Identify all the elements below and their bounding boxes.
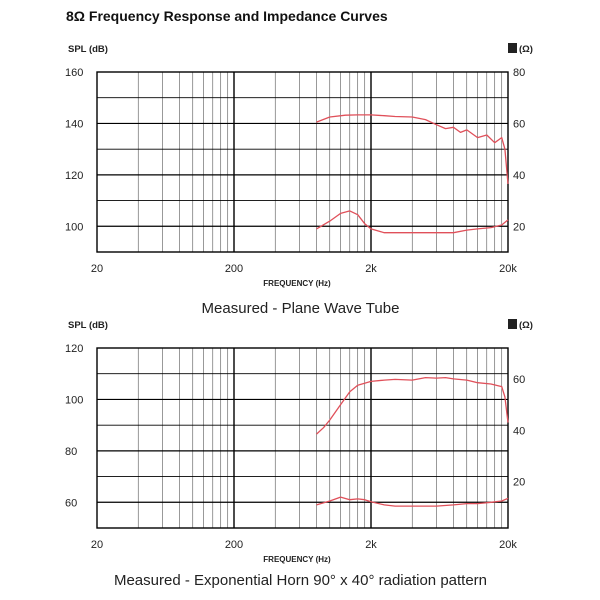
chart-1: 100 120 140 160 20 40 60 80 20 200 2k 20k SPL (dB) Z(… <box>65 43 533 317</box>
spl-response-curve <box>316 376 509 435</box>
y-tick-label-left: 140 <box>65 118 83 130</box>
y-axis-label-left: SPL (dB) <box>68 320 108 331</box>
y-axis-label-right: (Ω) <box>519 44 533 55</box>
chart-2: 60 80 100 120 20 40 60 20 200 2k 20k SPL (dB) Z (Ω) FR… <box>65 319 533 589</box>
y-tick-label-left: 120 <box>65 343 83 355</box>
x-tick-label: 20 <box>91 263 103 275</box>
y-tick-label-right: 40 <box>513 425 525 437</box>
x-tick-label: 20k <box>499 539 517 551</box>
y-tick-label-left: 160 <box>65 67 83 79</box>
y-tick-label-right: 20 <box>513 477 525 489</box>
page-title: 8Ω Frequency Response and Impedance Curv… <box>66 8 388 24</box>
y-axis-label-left: SPL (dB) <box>68 44 108 55</box>
x-tick-label: 20k <box>499 263 517 275</box>
y-tick-label-left: 100 <box>65 221 83 233</box>
impedance-symbol-box <box>508 319 517 329</box>
chart-caption: Measured - Plane Wave Tube <box>202 300 400 317</box>
y-tick-label-left: 100 <box>65 394 83 406</box>
y-axis-label-right: (Ω) <box>519 320 533 331</box>
x-tick-label: 200 <box>225 263 243 275</box>
y-tick-label-right: 40 <box>513 170 525 182</box>
x-tick-label: 2k <box>365 539 377 551</box>
impedance-symbol: Z <box>510 320 516 331</box>
impedance-curve <box>316 210 509 234</box>
plot-frame <box>96 71 509 253</box>
y-tick-label-right: 80 <box>513 67 525 79</box>
spl-response-curve <box>316 114 509 184</box>
plot-frame <box>96 347 509 529</box>
x-tick-label: 2k <box>365 263 377 275</box>
y-tick-label-left: 60 <box>65 497 77 509</box>
x-axis-label: FREQUENCY (Hz) <box>263 555 331 564</box>
y-tick-label-right: 60 <box>513 118 525 130</box>
y-tick-label-left: 80 <box>65 446 77 458</box>
impedance-curve <box>316 496 509 507</box>
y-tick-label-right: 60 <box>513 374 525 386</box>
chart-caption: Measured - Exponential Horn 90° x 40° ra… <box>114 572 487 589</box>
x-tick-label: 20 <box>91 539 103 551</box>
x-axis-label: FREQUENCY (Hz) <box>263 279 331 288</box>
impedance-symbol: Z <box>510 44 516 55</box>
y-tick-label-right: 20 <box>513 221 525 233</box>
x-tick-label: 200 <box>225 539 243 551</box>
impedance-symbol-box <box>508 43 517 53</box>
y-tick-label-left: 120 <box>65 170 83 182</box>
